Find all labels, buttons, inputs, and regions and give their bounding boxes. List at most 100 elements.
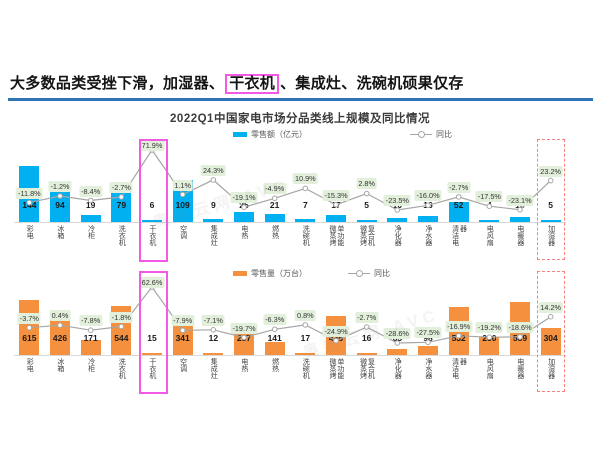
- category-label-冷柜: 冷柜: [87, 225, 95, 239]
- line-legend-marker: [410, 130, 432, 138]
- category-label-微蒸烤复合机: 微蒸烤复合机: [359, 358, 375, 379]
- yoy-label: 0.4%: [49, 310, 71, 322]
- yoy-label: -7.8%: [79, 315, 103, 327]
- category-label-电风扇: 电风扇: [486, 225, 494, 246]
- yoy-label: 62.6%: [139, 277, 165, 288]
- bar-value-label: 171: [83, 333, 98, 343]
- bar-冷柜: [80, 214, 101, 222]
- category-label-微蒸烤复合机: 微蒸烤复合机: [359, 225, 375, 246]
- bar-净水器: [418, 346, 438, 355]
- headline-text-pre: 大多数品类受挫下滑，加湿器、: [10, 75, 225, 92]
- category-label-电热: 电热: [240, 225, 248, 239]
- category-label-微蒸烤单功能: 微蒸烤单功能: [329, 225, 344, 246]
- yoy-label: -19.1%: [230, 192, 258, 204]
- yoy-label: -19.2%: [475, 322, 503, 334]
- highlight-box-dashed-加湿器: [537, 139, 565, 260]
- yoy-label: -23.5%: [383, 195, 411, 206]
- yoy-label: -18.6%: [506, 321, 534, 333]
- yoy-label: -27.5%: [414, 327, 442, 339]
- bar-微蒸烤复合机: [356, 353, 377, 355]
- category-label-清洁电器: 清洁电器: [451, 358, 467, 379]
- bar-微蒸烤单功能: [326, 215, 346, 222]
- category-label-电暖器: 电暖器: [516, 358, 524, 379]
- bar-value-label: 52: [453, 200, 464, 210]
- yoy-label: -23.1%: [506, 194, 534, 206]
- line-legend-label: 同比: [436, 129, 452, 139]
- bar-电热: [234, 332, 254, 355]
- category-axis: 彩电 冰箱 冷柜 洗衣机 干衣机 空调 集成灶 电热 燃热 洗碗机 微蒸烤单功能 微蒸烤复合机 净化器 净…: [14, 223, 566, 259]
- category-label-电风扇: 电风扇: [486, 358, 494, 379]
- line-legend-label: 同比: [374, 268, 390, 278]
- yoy-label: -16.0%: [414, 190, 442, 202]
- yoy-label: -16.9%: [445, 320, 473, 332]
- bar-value-label: 19: [85, 200, 96, 210]
- category-label-冷柜: 冷柜: [87, 358, 95, 372]
- bar-value-label: 109: [175, 200, 190, 210]
- bar-干衣机: [142, 353, 162, 355]
- category-label-净水器: 净水器: [424, 225, 432, 246]
- bar-加湿器: [540, 327, 561, 355]
- bar-洗衣机: [111, 191, 132, 222]
- yoy-label: -19.7%: [230, 322, 258, 334]
- chart-title: 2022Q1中国家电市场分品类线上规模及同比情况: [170, 113, 430, 125]
- bar-燃热: [264, 213, 285, 222]
- category-label-电热: 电热: [240, 358, 248, 372]
- yoy-label: 1.1%: [172, 179, 193, 191]
- page-title: 大多数品类受挫下滑，加湿器、 干衣机 、集成灶、洗碗机硕果仅存: [10, 72, 464, 94]
- yoy-label: -24.9%: [322, 325, 350, 337]
- yoy-label: 24.3%: [200, 164, 226, 176]
- category-axis: 彩电 冰箱 冷柜 洗衣机 干衣机 空调 集成灶 电热 燃热 洗碗机 微蒸烤单功能 微蒸烤复合机 净化器 净…: [14, 356, 566, 392]
- yoy-label: 71.9%: [139, 140, 165, 151]
- category-label-洗衣机: 洗衣机: [118, 225, 126, 246]
- bar-legend-swatch: [233, 131, 247, 137]
- yoy-label: -17.5%: [475, 191, 503, 203]
- bar-legend-label: 零售额（亿元）: [251, 129, 307, 139]
- bar-value-label: 141: [267, 333, 282, 343]
- yoy-label: 0.8%: [295, 309, 316, 321]
- bar-value-label: 7: [302, 200, 308, 210]
- plot-area: 144-11.8%94-1.2%19-8.4%79-2.7%671.9%1091…: [14, 140, 566, 223]
- category-label-空调: 空调: [179, 225, 187, 239]
- category-label-彩电: 彩电: [26, 358, 34, 372]
- bar-value-label: 21: [269, 200, 280, 210]
- yoy-label: -7.9%: [171, 315, 195, 327]
- bar-value-label: 544: [114, 333, 129, 343]
- category-label-净水器: 净水器: [424, 358, 432, 379]
- category-label-集成灶: 集成灶: [210, 225, 218, 246]
- category-label-电暖器: 电暖器: [516, 225, 524, 246]
- headline-text-post: 、集成灶、洗碗机硕果仅存: [280, 75, 464, 92]
- bar-加湿器: [540, 220, 561, 222]
- bar-干衣机: [142, 219, 162, 222]
- category-label-加湿器: 加湿器: [547, 225, 555, 246]
- category-label-冰箱: 冰箱: [56, 225, 64, 239]
- category-label-清洁电器: 清洁电器: [451, 225, 467, 246]
- yoy-label: -3.7%: [17, 312, 41, 324]
- yoy-label: -1.2%: [48, 180, 72, 192]
- yoy-trend-line: [26, 147, 554, 213]
- category-label-干衣机: 干衣机: [148, 358, 156, 379]
- bar-洗碗机: [295, 353, 316, 355]
- bar-value-label: 6: [149, 200, 155, 210]
- category-label-空调: 空调: [179, 358, 187, 372]
- yoy-label: -2.7%: [109, 181, 133, 193]
- bar-净化器: [387, 349, 408, 355]
- yoy-label: -2.7%: [355, 312, 379, 324]
- yoy-trend-line: [26, 284, 554, 346]
- bar-电热: [234, 212, 254, 222]
- category-label-冰箱: 冰箱: [56, 358, 64, 372]
- bar-冰箱: [50, 185, 70, 222]
- bar-value-label: 615: [22, 333, 37, 343]
- bar-value-label: 79: [116, 200, 127, 210]
- bar-legend-label: 零售量（万台）: [251, 268, 307, 278]
- yoy-label: -6.3%: [263, 314, 287, 326]
- bar-清洁电器: [448, 201, 469, 222]
- highlight-box-dashed-加湿器: [537, 271, 565, 392]
- bar-value-label: 17: [300, 333, 311, 343]
- bar-value-label: 16: [361, 333, 372, 343]
- category-label-干衣机: 干衣机: [148, 225, 156, 246]
- category-label-洗碗机: 洗碗机: [302, 225, 310, 246]
- yoy-label: -11.8%: [16, 187, 43, 199]
- category-label-加湿器: 加湿器: [547, 358, 555, 379]
- bar-空调: [172, 324, 193, 355]
- legend-yoy: 同比: [348, 268, 390, 278]
